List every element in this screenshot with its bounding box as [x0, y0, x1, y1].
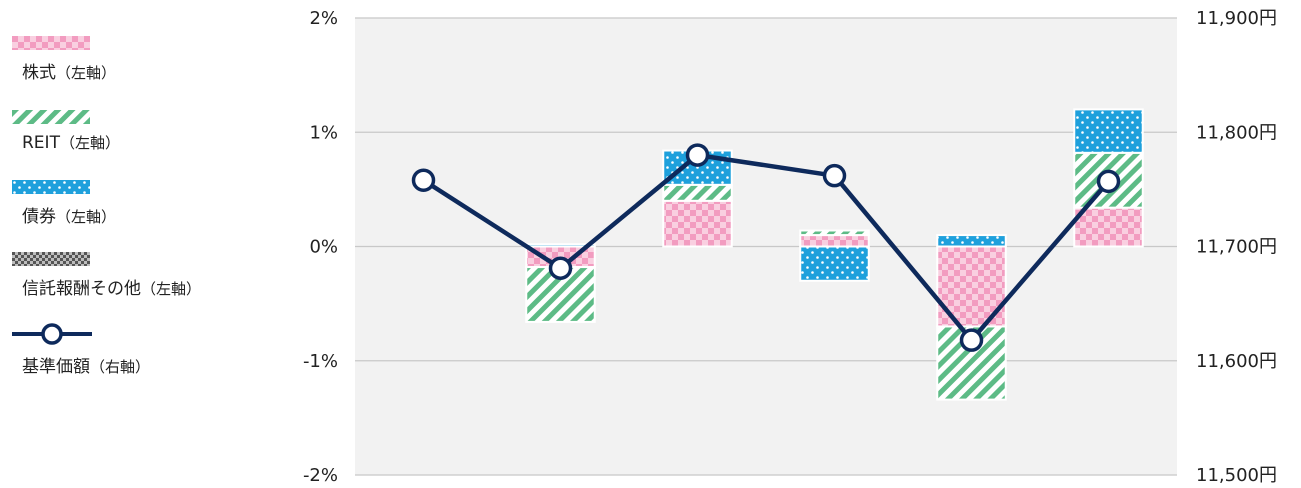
right-tick-label: 11,800円	[1196, 122, 1277, 143]
legend-item-bond: 債券（左軸）	[12, 180, 116, 227]
legend-item-reit: REIT（左軸）	[12, 110, 120, 153]
legend-label-stock: 株式	[22, 63, 56, 83]
legend-item-fees: 信託報酬その他（左軸）	[12, 252, 201, 299]
right-tick-label: 11,500円	[1196, 465, 1277, 486]
line-marker-icon	[12, 323, 92, 345]
legend: 株式（左軸） REIT（左軸） 債券（左軸） 信託報酬その他（左軸） 基準価額（…	[0, 0, 300, 488]
nav-point	[411, 168, 436, 192]
left-tick-label: -2%	[303, 465, 338, 486]
right-tick-label: 11,700円	[1196, 237, 1277, 258]
bar-segment-stock	[662, 199, 733, 248]
nav-point	[1096, 169, 1121, 194]
nav-point	[548, 256, 573, 280]
legend-note-reit: （左軸）	[59, 134, 120, 152]
bar-segment-bond	[1073, 108, 1144, 154]
diagonal-stripe-swatch	[12, 110, 90, 124]
bar-segment-bond	[799, 245, 870, 282]
checker-pattern-swatch	[12, 36, 90, 50]
left-tick-label: 1%	[309, 122, 338, 143]
nav-point	[685, 143, 710, 167]
legend-label-bond: 債券	[22, 207, 56, 227]
bar-segment-bond	[936, 234, 1007, 248]
legend-label-reit: REIT	[22, 133, 60, 153]
nav-line	[411, 143, 1121, 352]
bar-segment-stock	[799, 234, 870, 248]
right-tick-label: 11,600円	[1196, 351, 1277, 372]
nav-series-line	[422, 152, 1111, 343]
legend-note-bond: （左軸）	[56, 208, 117, 226]
legend-item-stock: 株式（左軸）	[12, 36, 116, 83]
legend-note-fees: （左軸）	[141, 280, 202, 298]
left-tick-label: 0%	[309, 237, 338, 258]
left-tick-label: -1%	[303, 351, 338, 372]
right-tick-label: 11,900円	[1196, 8, 1277, 29]
bar-segment-reit	[799, 229, 870, 237]
legend-label-nav: 基準価額	[22, 357, 90, 377]
legend-note-stock: （左軸）	[56, 64, 117, 82]
legend-label-fees: 信託報酬その他	[22, 279, 141, 299]
legend-note-nav: （右軸）	[90, 358, 151, 376]
left-tick-label: 2%	[309, 8, 338, 29]
nav-point	[959, 328, 984, 352]
dark-checker-swatch	[12, 252, 90, 266]
nav-point	[822, 163, 847, 188]
stacked-bars	[525, 108, 1144, 401]
dot-pattern-swatch	[12, 180, 90, 194]
gridlines	[355, 17, 1177, 476]
left-axis: 2% 1% 0% -1% -2%	[303, 8, 338, 486]
bar-segment-reit	[662, 183, 733, 202]
legend-item-nav: 基準価額（右軸）	[12, 320, 150, 377]
bar-segment-stock	[1073, 206, 1144, 248]
right-axis: 11,900円 11,800円 11,700円 11,600円 11,500円	[1196, 8, 1277, 486]
